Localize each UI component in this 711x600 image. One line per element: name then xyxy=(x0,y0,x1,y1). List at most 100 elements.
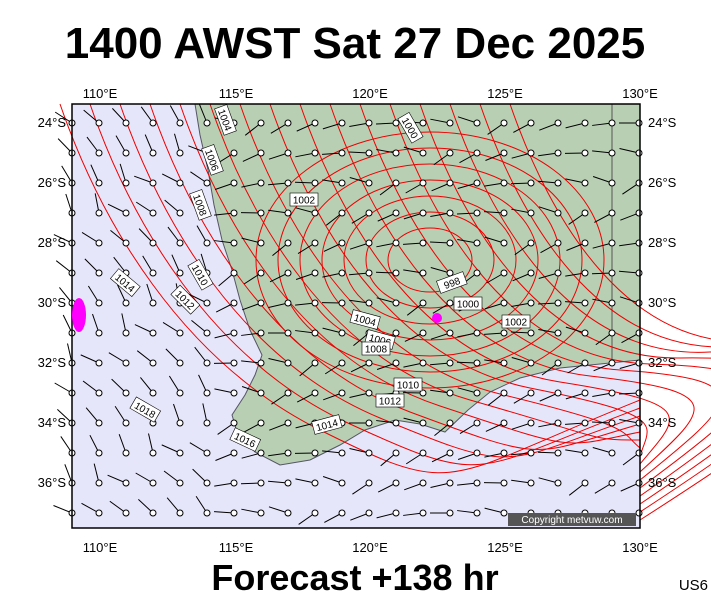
station xyxy=(176,359,184,367)
station xyxy=(500,389,508,397)
station xyxy=(122,209,130,217)
station xyxy=(257,269,265,277)
station xyxy=(311,119,319,127)
forecast: Forecast +138 hr xyxy=(211,557,498,598)
station xyxy=(95,509,103,517)
station xyxy=(635,299,643,307)
station xyxy=(581,479,589,487)
station xyxy=(527,419,535,427)
station xyxy=(338,239,346,247)
station xyxy=(122,509,130,517)
lat-label: 32°S xyxy=(648,355,677,370)
station xyxy=(554,449,562,457)
station xyxy=(635,149,643,157)
station xyxy=(500,299,508,307)
station xyxy=(257,419,265,427)
station xyxy=(500,419,508,427)
isobar xyxy=(277,147,583,373)
station xyxy=(203,299,211,307)
station xyxy=(446,299,454,307)
station xyxy=(635,449,643,457)
station xyxy=(311,239,319,247)
station xyxy=(527,479,535,487)
station xyxy=(257,119,265,127)
station xyxy=(635,389,643,397)
station xyxy=(527,209,535,217)
station xyxy=(257,389,265,397)
station xyxy=(338,509,346,517)
station xyxy=(203,329,211,337)
station xyxy=(338,119,346,127)
station xyxy=(419,299,427,307)
station xyxy=(392,149,400,157)
station xyxy=(122,299,130,307)
station xyxy=(554,269,562,277)
station xyxy=(122,179,130,187)
station xyxy=(122,479,130,487)
station xyxy=(500,239,508,247)
lat-label: 28°S xyxy=(648,235,677,250)
station xyxy=(608,179,616,187)
station xyxy=(203,239,211,247)
isobar-value: 1010 xyxy=(397,381,420,392)
label-box xyxy=(129,396,162,423)
station xyxy=(311,299,319,307)
label-box xyxy=(187,258,214,291)
station xyxy=(635,179,643,187)
station xyxy=(203,449,211,457)
lat-label: 36°S xyxy=(648,475,677,490)
isobar-value: 1012 xyxy=(379,397,402,408)
station xyxy=(365,239,373,247)
station xyxy=(446,269,454,277)
station xyxy=(473,239,481,247)
station xyxy=(392,209,400,217)
lat-label: 30°S xyxy=(38,295,67,310)
isobar xyxy=(209,103,641,441)
station xyxy=(176,149,184,157)
lon-label: 115°E xyxy=(219,540,254,555)
station xyxy=(419,329,427,337)
station xyxy=(527,149,535,157)
station xyxy=(365,119,373,127)
station xyxy=(122,449,130,457)
station xyxy=(230,509,238,517)
station xyxy=(122,419,130,427)
station xyxy=(149,269,157,277)
lon-label: 120°E xyxy=(352,86,388,101)
label-box xyxy=(393,377,423,392)
station xyxy=(230,209,238,217)
station xyxy=(446,329,454,337)
station xyxy=(419,119,427,127)
station xyxy=(311,269,319,277)
label-box xyxy=(361,341,391,356)
station xyxy=(176,449,184,457)
station xyxy=(473,269,481,277)
station xyxy=(257,509,265,517)
isobar xyxy=(179,103,641,444)
station xyxy=(95,359,103,367)
station xyxy=(419,239,427,247)
station xyxy=(446,209,454,217)
station xyxy=(257,239,265,247)
label-box xyxy=(436,271,468,294)
station xyxy=(230,479,238,487)
copyright: Copyright metvuw.com xyxy=(521,515,622,526)
station xyxy=(500,509,508,517)
station xyxy=(554,119,562,127)
station xyxy=(473,149,481,157)
isobar xyxy=(321,179,539,341)
station xyxy=(473,359,481,367)
station xyxy=(581,299,589,307)
station xyxy=(527,389,535,397)
rain-blob xyxy=(72,298,86,332)
lon-label: 110°E xyxy=(83,540,118,555)
label-box xyxy=(229,427,262,452)
station xyxy=(635,119,643,127)
lat-label: 28°S xyxy=(38,235,67,250)
station xyxy=(608,389,616,397)
isobar-label: 1010 xyxy=(393,377,423,392)
copyright-box xyxy=(508,513,636,526)
station xyxy=(311,359,319,367)
code: US6 xyxy=(679,577,708,594)
station xyxy=(608,329,616,337)
